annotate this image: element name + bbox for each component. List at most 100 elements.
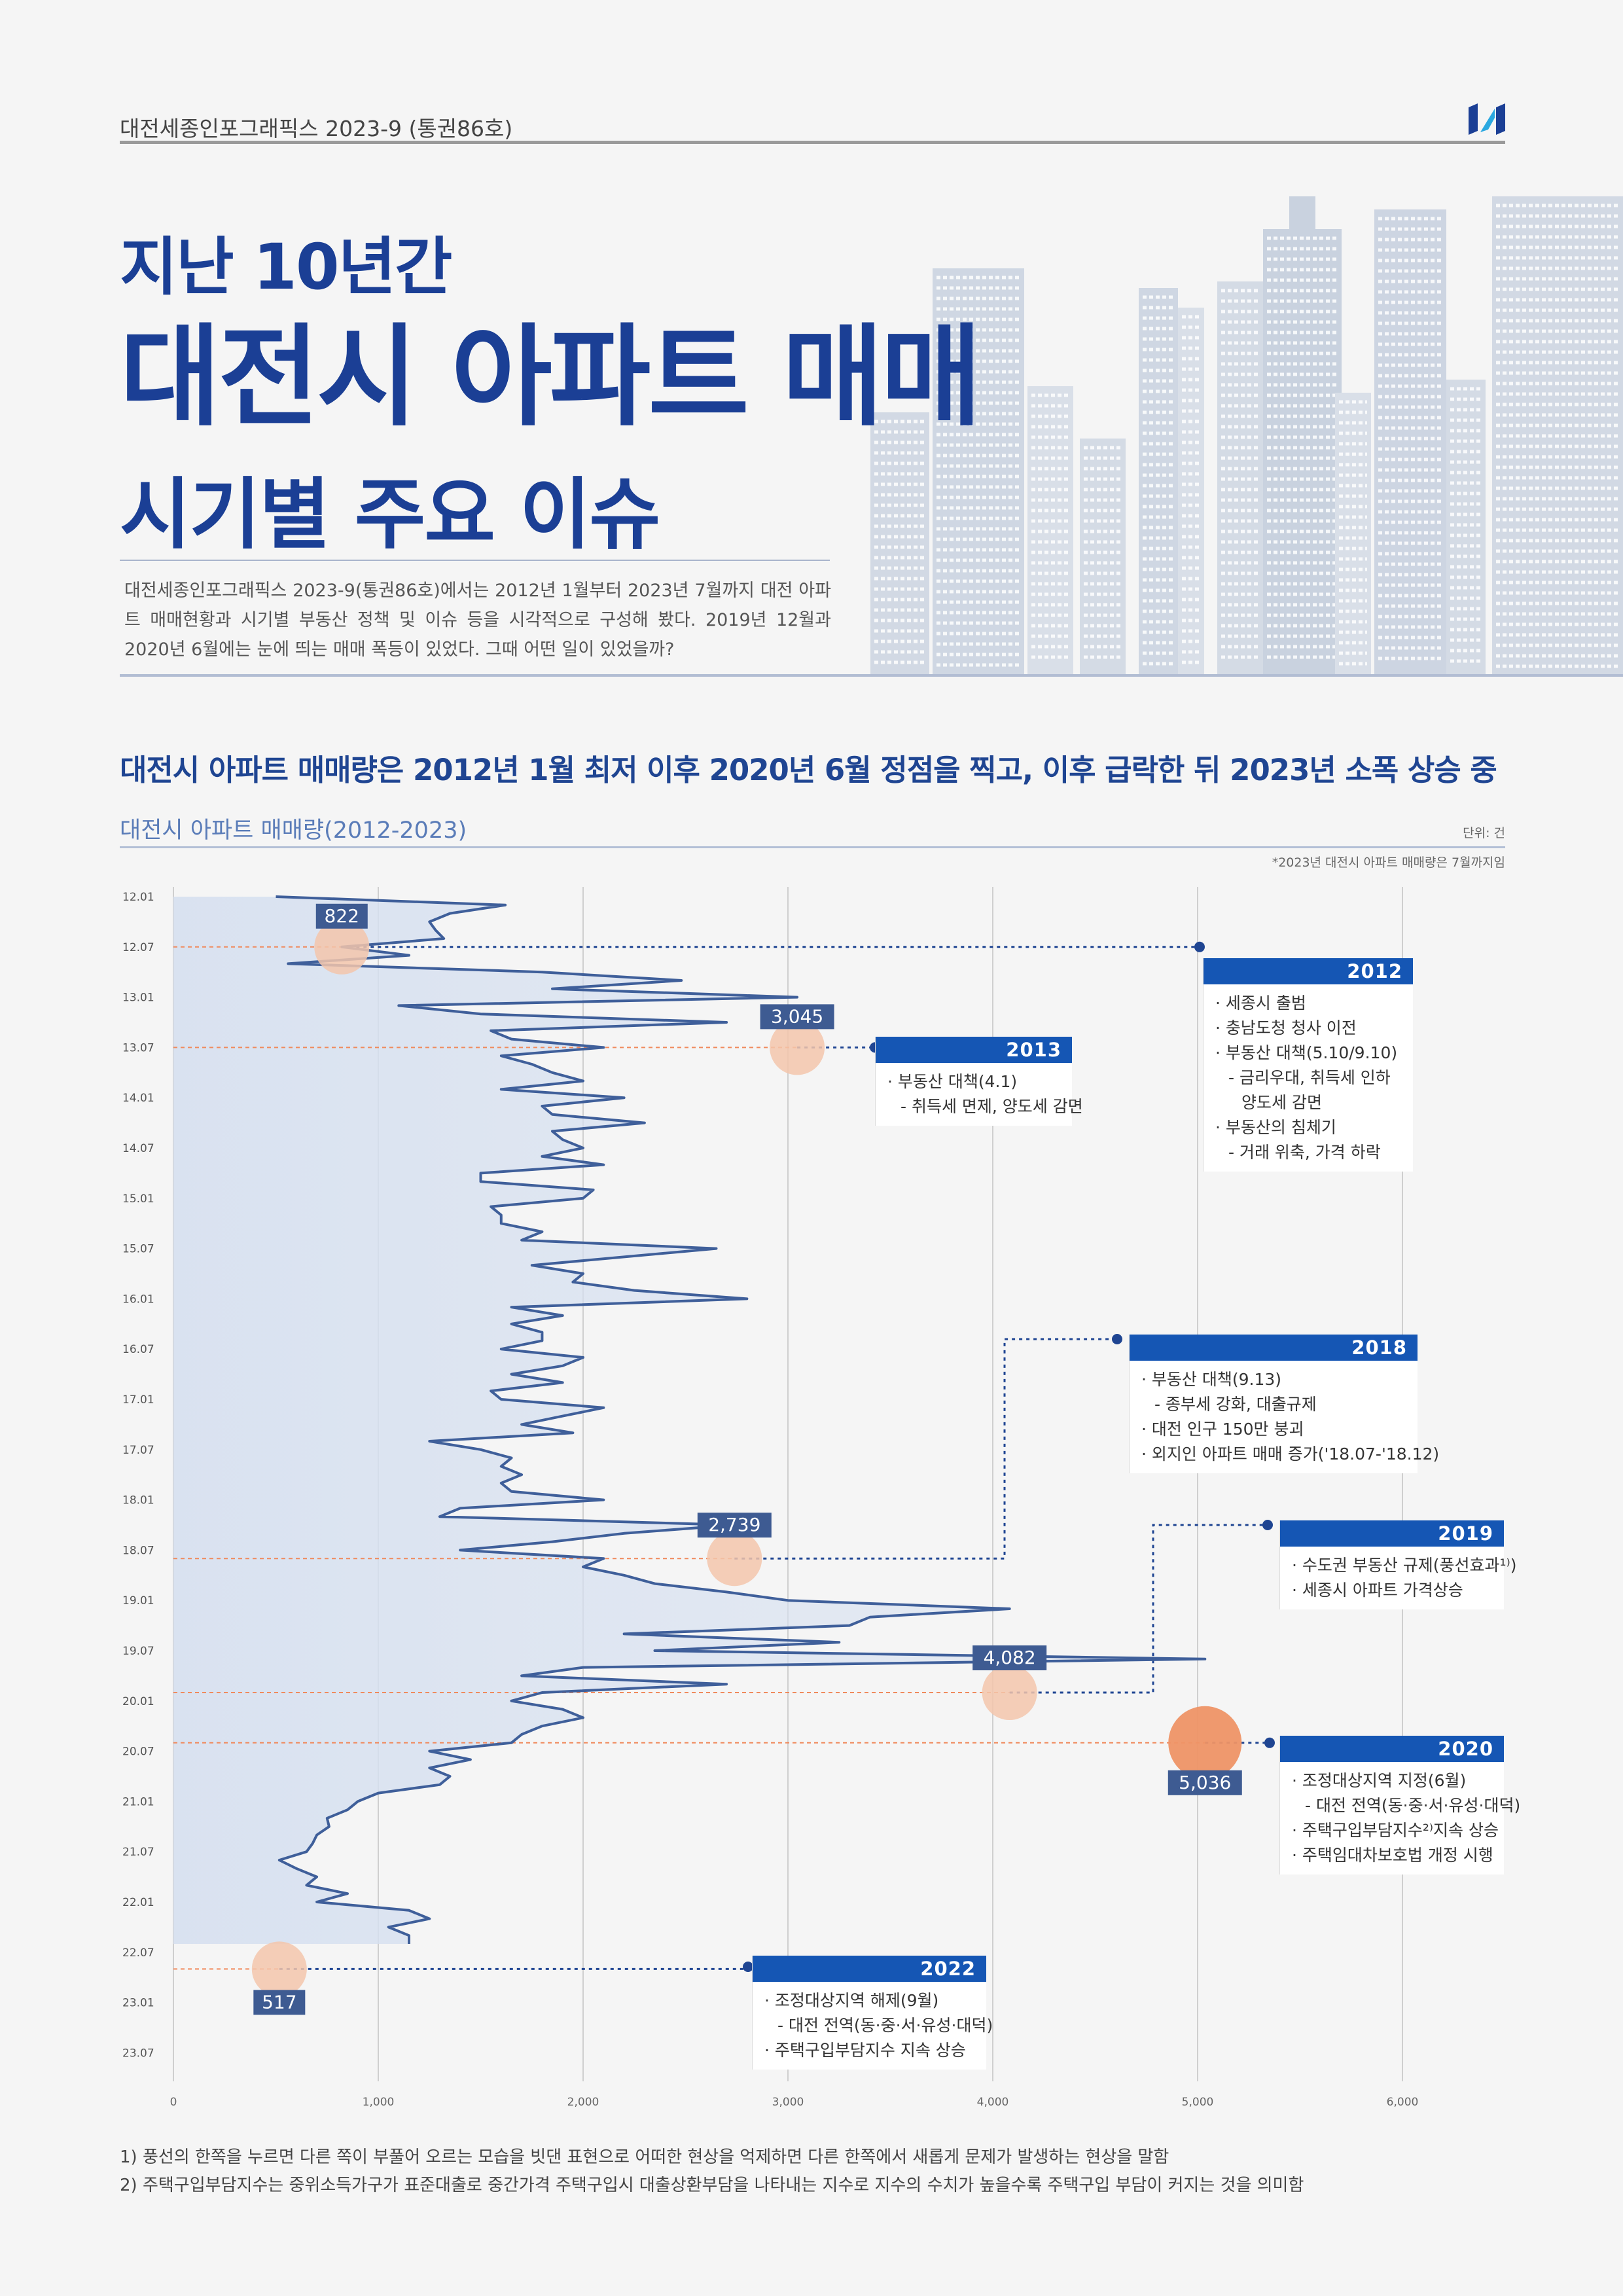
callout-year: 2020 — [1280, 1736, 1504, 1762]
callout-line: - 거래 위축, 가격 하락 — [1228, 1143, 1381, 1162]
callout-year: 2019 — [1280, 1520, 1504, 1547]
chart-title: 대전시 아파트 매매량(2012-2023) — [120, 817, 467, 844]
value-label-2013: 3,045 — [771, 1005, 823, 1027]
value-label-2018: 2,739 — [708, 1514, 760, 1535]
time-tick-label: 20.07 — [122, 1746, 154, 1759]
callout-line: · 수도권 부동산 규제(풍선효과¹⁾) — [1292, 1556, 1517, 1575]
time-tick-label: 17.01 — [122, 1393, 154, 1407]
time-tick-label: 23.07 — [122, 2047, 154, 2060]
callout-line: · 부동산의 침체기 — [1215, 1118, 1336, 1137]
title-line-2: 대전시 아파트 매매 — [120, 313, 982, 441]
time-tick-label: 16.01 — [122, 1293, 154, 1306]
callout-line: · 외지인 아파트 매매 증가('18.07-'18.12) — [1141, 1444, 1440, 1463]
time-tick-label: 21.01 — [122, 1795, 154, 1808]
value-label-box-2018 — [697, 1513, 772, 1538]
highlight-bubble-2013 — [770, 1020, 825, 1075]
time-tick-label: 12.01 — [122, 891, 154, 904]
callout-line: · 세종시 아파트 가격상승 — [1292, 1581, 1463, 1600]
x-tick-label: 3,000 — [772, 2096, 804, 2109]
callout-line: · 조정대상지역 해제(9월) — [764, 1991, 939, 2010]
callout-line: · 부동산 대책(5.10/9.10) — [1215, 1043, 1398, 1062]
callout-line: - 취득세 면제, 양도세 감면 — [901, 1097, 1083, 1116]
callout-line: · 부동산 대책(4.1) — [887, 1072, 1018, 1091]
callout-body: · 부동산 대책(4.1) - 취득세 면제, 양도세 감면 — [876, 1063, 1083, 1126]
callout-body: · 수도권 부동산 규제(풍선효과¹⁾) · 세종시 아파트 가격상승 — [1280, 1547, 1517, 1609]
chart-title-divider — [120, 846, 1505, 848]
callout-line: · 주택임대차보호법 개정 시행 — [1292, 1846, 1493, 1865]
time-tick-label: 13.01 — [122, 992, 154, 1005]
highlight-bubble-2018 — [707, 1531, 762, 1587]
unit-label: 단위: 건 — [1463, 826, 1505, 840]
callout-2022: 2022 · 조정대상지역 해제(9월) - 대전 전역(동·중·서·유성·대덕) ·… — [752, 1956, 993, 2070]
callout-2012: 2012 · 세종시 출범 · 충남도청 청사 이전 · 부동산 대책(5.10/9.… — [1203, 958, 1413, 1172]
footnote-2: 2) 주택구입부담지수는 중위소득가구가 표준대출로 중간가격 주택구입시 대출… — [120, 2176, 1304, 2195]
callout-line: - 대전 전역(동·중·서·유성·대덕) — [1305, 1796, 1521, 1815]
callout-line: · 조정대상지역 지정(6월) — [1292, 1771, 1467, 1790]
section-divider — [120, 674, 1623, 677]
time-tick-label: 21.07 — [122, 1846, 154, 1859]
value-label-2012: 822 — [325, 905, 359, 927]
connector-dot-2018 — [1112, 1334, 1122, 1344]
value-label-2019: 4,082 — [984, 1647, 1036, 1668]
connector-2019 — [1009, 1524, 1268, 1694]
volume-series-line — [276, 895, 1207, 1944]
time-tick-label: 19.07 — [122, 1645, 154, 1658]
callout-year: 2018 — [1130, 1335, 1418, 1361]
time-tick-label: 22.01 — [122, 1896, 154, 1909]
time-tick-label: 15.01 — [122, 1193, 154, 1206]
time-tick-label: 18.07 — [122, 1544, 154, 1557]
value-label-box-2022 — [253, 1990, 306, 2015]
volume-area-fill — [173, 897, 1205, 1944]
time-tick-label: 17.07 — [122, 1444, 154, 1457]
connector-2018 — [734, 1338, 1117, 1560]
time-tick-label: 23.01 — [122, 1997, 154, 2010]
time-tick-label: 14.07 — [122, 1142, 154, 1155]
highlight-bubble-2012 — [314, 919, 370, 975]
x-tick-label: 1,000 — [363, 2096, 395, 2109]
value-label-2022: 517 — [262, 1991, 296, 2013]
connector-dot-2022 — [743, 1962, 753, 1972]
title-line-1: 지난 10년간 — [120, 230, 452, 304]
time-tick-label: 18.01 — [122, 1494, 154, 1507]
time-tick-label: 22.07 — [122, 1946, 154, 1960]
value-label-2020: 5,036 — [1179, 1772, 1231, 1793]
x-tick-label: 4,000 — [977, 2096, 1009, 2109]
value-label-box-2013 — [760, 1004, 834, 1030]
series-label: 대전세종인포그래픽스 2023-9 (통권86호) — [120, 116, 513, 141]
x-tick-label: 0 — [170, 2096, 177, 2109]
time-tick-label: 15.07 — [122, 1243, 154, 1256]
callout-2013: 2013 · 부동산 대책(4.1) - 취득세 면제, 양도세 감면 — [875, 1037, 1083, 1126]
callout-year: 2013 — [876, 1037, 1072, 1063]
callout-line: · 부동산 대책(9.13) — [1141, 1370, 1282, 1389]
callout-line: - 대전 전역(동·중·서·유성·대덕) — [777, 2016, 993, 2035]
skyline-building — [870, 412, 929, 674]
callout-body: · 조정대상지역 지정(6월) - 대전 전역(동·중·서·유성·대덕) · 주택구… — [1280, 1762, 1521, 1874]
callout-body: · 부동산 대책(9.13) - 종부세 강화, 대출규제 · 대전 인구 150만… — [1130, 1361, 1440, 1473]
intro-paragraph: 대전세종인포그래픽스 2023-9(통권86호)에서는 2012년 1월부터 2… — [124, 581, 831, 660]
title-line-3: 시기별 주요 이슈 — [120, 469, 660, 560]
highlight-bubble-2020 — [1168, 1706, 1242, 1780]
callout-line: · 대전 인구 150만 붕괴 — [1141, 1420, 1304, 1439]
callout-line: · 주택구입부담지수 지속 상승 — [764, 2041, 966, 2060]
highlight-bubble-2022 — [251, 1941, 307, 1997]
callout-line: - 금리우대, 취득세 인하 — [1228, 1068, 1391, 1087]
header-divider — [120, 141, 1505, 144]
time-tick-label: 14.01 — [122, 1092, 154, 1105]
time-tick-label: 13.07 — [122, 1041, 154, 1054]
brand-logo-icon — [1469, 103, 1505, 135]
callout-body: · 조정대상지역 해제(9월) - 대전 전역(동·중·서·유성·대덕) · 주택구… — [753, 1982, 993, 2070]
connector-dot-2012 — [1194, 941, 1205, 952]
time-tick-label: 19.01 — [122, 1594, 154, 1607]
time-tick-label: 16.07 — [122, 1343, 154, 1356]
callout-line: · 충남도청 청사 이전 — [1215, 1018, 1357, 1037]
callout-body: · 세종시 출범 · 충남도청 청사 이전 · 부동산 대책(5.10/9.10) -… — [1204, 984, 1413, 1172]
connector-dot-2019 — [1262, 1520, 1273, 1530]
skyline-building — [1263, 229, 1342, 674]
highlight-bubble-2019 — [982, 1665, 1037, 1720]
callout-line: 양도세 감면 — [1241, 1093, 1322, 1112]
callout-line: · 세종시 출범 — [1215, 994, 1306, 1013]
time-tick-label: 20.01 — [122, 1695, 154, 1708]
x-tick-label: 6,000 — [1387, 2096, 1419, 2109]
value-label-box-2019 — [972, 1645, 1047, 1670]
callout-line: · 주택구입부담지수²⁾지속 상승 — [1292, 1821, 1499, 1840]
